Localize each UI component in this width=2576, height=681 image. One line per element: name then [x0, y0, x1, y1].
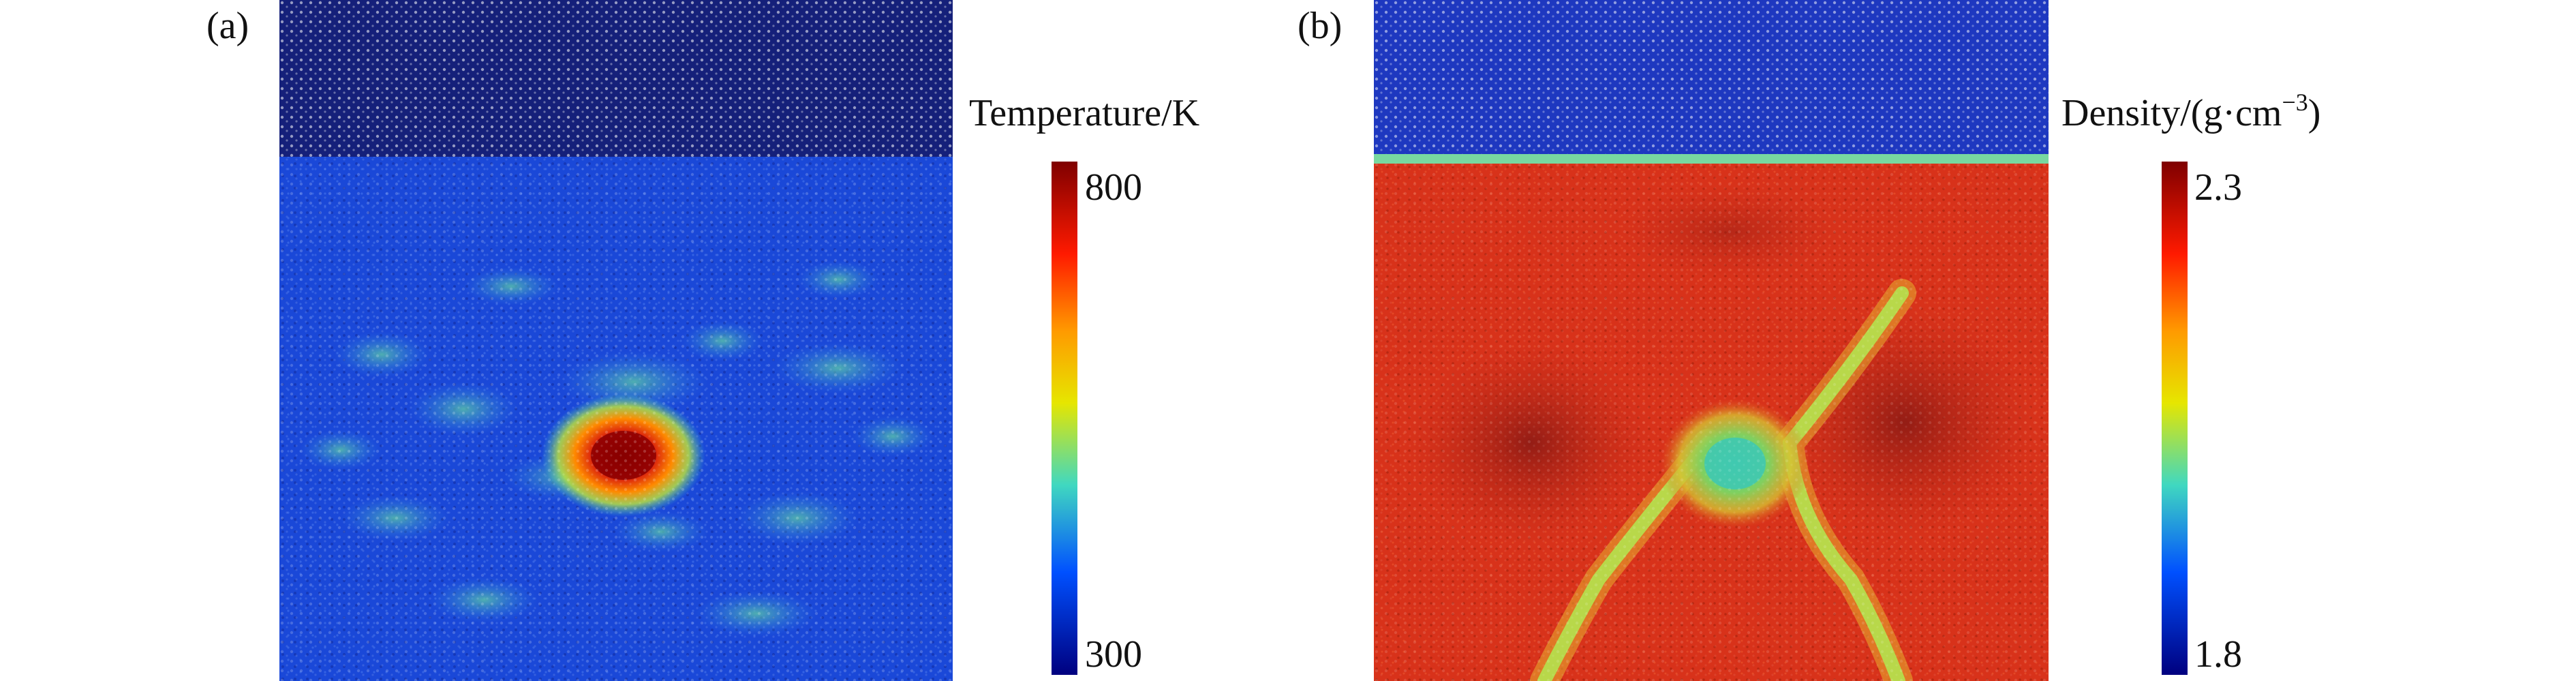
- panel-b-label: (b): [1298, 5, 1343, 47]
- density-map: [1374, 0, 2049, 681]
- colorbar-b: [2162, 162, 2188, 675]
- panel-a-label: (a): [206, 5, 249, 47]
- colorbar-b-title-prefix: Density/(g·cm: [2061, 92, 2282, 134]
- colorbar-b-min-label: 1.8: [2194, 633, 2242, 676]
- colorbar-a-max-label: 800: [1085, 166, 1142, 209]
- colorbar-b-title: Density/(g·cm−3): [2061, 90, 2321, 134]
- colorbar-a-title: Temperature/K: [969, 92, 1200, 134]
- colorbar-b-title-exponent: −3: [2282, 89, 2308, 116]
- colorbar-b-max-label: 2.3: [2194, 166, 2242, 209]
- temperature-map: [279, 0, 953, 681]
- colorbar-a: [1052, 162, 1077, 675]
- colorbar-a-min-label: 300: [1085, 633, 1142, 676]
- colorbar-b-title-suffix: ): [2307, 92, 2321, 134]
